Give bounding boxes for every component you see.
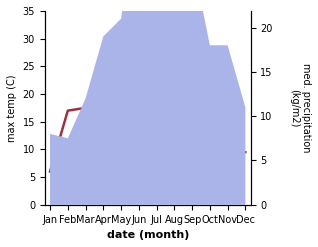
X-axis label: date (month): date (month) — [107, 230, 189, 240]
Y-axis label: max temp (C): max temp (C) — [7, 74, 17, 142]
Y-axis label: med. precipitation
(kg/m2): med. precipitation (kg/m2) — [289, 63, 311, 153]
